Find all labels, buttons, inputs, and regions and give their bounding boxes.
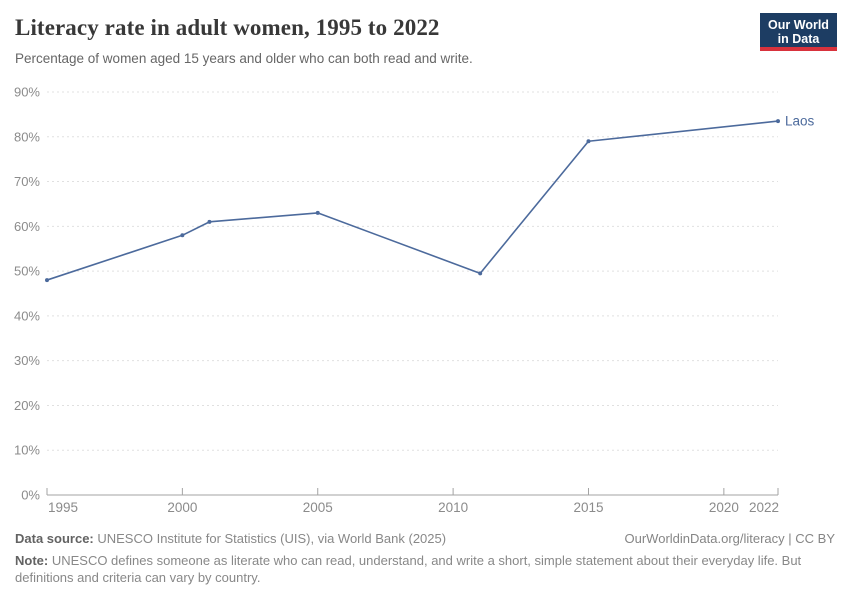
note-label: Note: [15,553,49,568]
data-point[interactable] [478,271,483,276]
data-point[interactable] [586,139,591,144]
x-tick-label: 2005 [303,500,333,515]
y-tick-label: 30% [14,353,40,368]
y-tick-label: 60% [14,219,40,234]
y-tick-label: 10% [14,443,40,458]
data-source-text: Data source: UNESCO Institute for Statis… [15,531,447,546]
chart-footer: Data source: UNESCO Institute for Statis… [15,531,835,587]
x-tick-label: 1995 [48,500,78,515]
line-chart[interactable]: 0% 10% 20% 30% 40% 50% 60% 70% 80% 90% 1995 2000 200… [0,85,850,525]
y-tick-label: 70% [14,174,40,189]
x-tick-label: 2000 [167,500,197,515]
x-tick-label: 2015 [573,500,603,515]
owid-logo-text-line2: in Data [777,32,820,46]
y-tick-label: 50% [14,264,40,279]
data-point[interactable] [207,219,212,224]
chart-note: Note: UNESCO defines someone as literate… [15,553,802,585]
page-title: Literacy rate in adult women, 1995 to 20… [15,15,440,40]
y-tick-label: 40% [14,308,40,323]
data-line[interactable] [46,120,779,281]
data-point[interactable] [315,210,320,215]
y-tick-label: 80% [14,129,40,144]
y-tick-label: 90% [14,85,40,100]
owid-logo-accent-bar [760,47,837,51]
data-source-label: Data source: [15,531,94,546]
x-tick-label: 2020 [709,500,739,515]
owid-logo-text-line1: Our World [768,17,829,32]
chart-subtitle: Percentage of women aged 15 years and ol… [15,50,473,66]
attribution-link[interactable]: OurWorldinData.org/literacy | CC BY [624,531,835,546]
chart-header: Literacy rate in adult women, 1995 to 20… [15,14,740,66]
x-tick-label: 2010 [438,500,468,515]
data-point[interactable] [180,233,185,238]
data-point[interactable] [776,119,780,124]
y-tick-label: 20% [14,398,40,413]
entity-label: Laos [785,114,815,129]
x-tick-label: 2022 [749,500,779,515]
owid-logo-background [760,13,837,51]
owid-logo[interactable]: Our World in Data [760,13,837,51]
data-point[interactable] [45,278,49,283]
y-tick-label: 0% [21,488,40,503]
